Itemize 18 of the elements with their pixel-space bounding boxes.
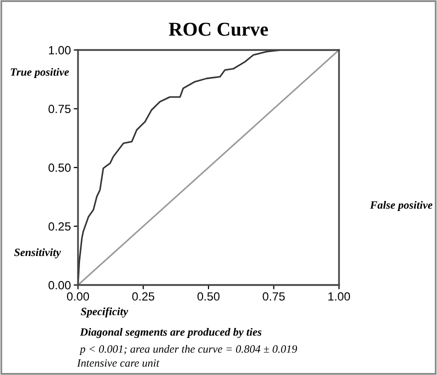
text: False positive — [370, 200, 432, 212]
x-axis-title: Specificity — [80, 307, 128, 318]
x-tick-label: 0.00 — [66, 292, 90, 301]
chart-title: ROC Curve — [168, 22, 268, 36]
x-tick-label: 0.50 — [197, 292, 220, 301]
y-tick-label: 0.50 — [48, 164, 71, 172]
x-tick-label: 0.25 — [132, 292, 154, 301]
y-tick-label: 1.00 — [48, 46, 71, 54]
y-tick-label: 0.25 — [48, 222, 71, 231]
text: Intensive care unit — [76, 359, 160, 367]
y-tick-label: 0.75 — [48, 104, 71, 114]
text: True positive — [10, 68, 69, 78]
text: Diagonal segments are produced by ties — [80, 328, 262, 338]
x-tick-label: 0.75 — [262, 292, 285, 301]
x-tick-label: 1.00 — [328, 292, 350, 301]
y-tick-label: 0.00 — [48, 281, 71, 290]
y-axis-title: Sensitivity — [14, 248, 61, 258]
text: p < 0.001; area under the curve = 0.804 ± 0.019 — [79, 344, 298, 356]
